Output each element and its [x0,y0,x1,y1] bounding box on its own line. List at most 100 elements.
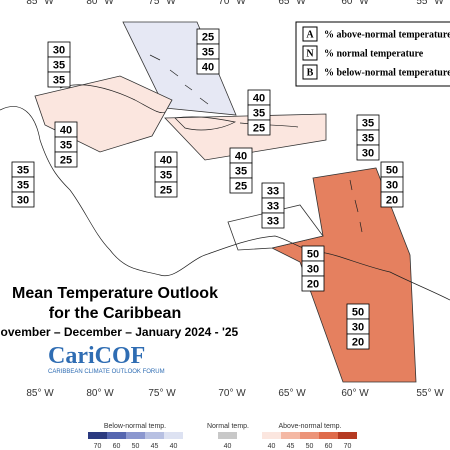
title-period: November – December – January 2024 - '25 [0,325,238,339]
probability-value: 33 [267,201,279,213]
longitude-label: 70° W [218,0,246,7]
key-letter-box [302,45,318,61]
probability-cell [261,212,285,229]
colorbar-tick: 40 [170,443,178,450]
probability-value: 35 [160,170,172,182]
probability-value: 25 [60,155,72,167]
key-letter: N [306,49,314,60]
probability-value: 35 [60,140,72,152]
logo-subtitle: CARIBBEAN CLIMATE OUTLOOK FORUM [48,369,165,375]
colorbar-tick: 45 [151,443,159,450]
probability-cell [54,151,78,168]
probability-value: 30 [17,195,29,207]
probability-value: 25 [160,185,172,197]
longitude-label: 70° W [218,388,246,399]
key: A % above-normal temperature N % normal tem… [295,21,450,87]
colorbar-tick: 40 [268,443,276,450]
colorbar: Below-normal temp. 70 60 50 45 40 Normal temp.… [88,423,357,450]
probability-value: 35 [253,108,265,120]
longitude-label: 55° W [416,388,444,399]
probability-value: 35 [53,75,65,87]
longitude-label: 65° W [278,388,306,399]
probability-value: 35 [362,133,374,145]
probability-value: 40 [253,93,265,105]
key-text: % above-normal temperature [324,30,450,41]
colorbar-swatch [300,432,319,439]
colorbar-tick: 70 [94,443,102,450]
region-hispaniola [164,113,327,161]
probability-cell [301,275,325,292]
colorbar-label: Below-normal temp. [104,423,166,430]
key-letter-box [302,26,318,42]
longitude-label: 65° W [278,0,306,7]
colorbar-label: Normal temp. [207,423,249,430]
probability-value: 30 [386,180,398,192]
colorbar-tick: 50 [306,443,314,450]
probability-value: 20 [386,195,398,207]
probability-value: 35 [17,180,29,192]
colorbar-tick: 70 [344,443,352,450]
key-frame [295,21,450,87]
bottom-longitudes: 85° W 80° W 75° W 70° W 65° W 60° W 55° W [26,388,444,399]
probability-value: 35 [53,60,65,72]
probability-value: 40 [202,62,214,74]
longitude-label: 75° W [148,0,176,7]
probability-cell [247,119,271,136]
probability-value: 33 [267,186,279,198]
probability-value: 20 [307,279,319,291]
title: Mean Temperature Outlook for the Caribbe… [0,285,238,339]
key-letter: B [307,68,314,79]
colorbar-swatch [218,432,237,439]
key-rows: A % above-normal temperature N % normal tem… [302,26,450,80]
longitude-label: 80° W [86,0,114,7]
probability-value: 35 [235,166,247,178]
probability-value: 30 [352,322,364,334]
region-bahamas [122,21,237,116]
longitude-label: 75° W [148,388,176,399]
longitude-label: 85° W [26,0,54,7]
colorbar-tick: 45 [287,443,295,450]
probability-cell [229,177,253,194]
probability-cell [380,191,404,208]
probability-value: 20 [352,337,364,349]
colorbar-tick: 60 [325,443,333,450]
colorbar-tick: 60 [113,443,121,450]
colorbar-swatch [262,432,281,439]
longitude-label: 85° W [26,388,54,399]
probability-value: 25 [202,32,214,44]
probability-cell [47,71,71,88]
longitude-label: 55° W [416,0,444,7]
region-probabilities: 25 35 40 30 35 35 40 35 25 35 35 30 40 35 25 40 35 25 40 35… [11,28,404,350]
probability-value: 30 [362,148,374,160]
colorbar-swatch [126,432,145,439]
probability-cell [154,181,178,198]
colorbar-swatch [145,432,164,439]
key-letter-box [302,64,318,80]
key-text: % below-normal temperature [324,68,450,79]
probability-value: 35 [202,47,214,59]
probability-value: 35 [362,118,374,130]
probability-value: 25 [235,181,247,193]
longitude-label: 60° W [341,388,369,399]
colorbar-swatch [164,432,183,439]
probability-cell [356,144,380,161]
longitude-label: 80° W [86,388,114,399]
probability-value: 50 [307,249,319,261]
probability-cell [11,191,35,208]
probability-value: 30 [53,45,65,57]
longitude-label: 60° W [341,0,369,7]
probability-value: 30 [307,264,319,276]
colorbar-swatch [338,432,357,439]
probability-value: 40 [235,151,247,163]
colorbar-swatch [281,432,300,439]
key-letter: A [306,30,314,41]
colorbar-swatch [319,432,338,439]
colorbar-label: Above-normal temp. [278,423,341,430]
probability-value: 50 [386,165,398,177]
probability-cell [196,58,220,75]
colorbar-swatch [107,432,126,439]
title-line: for the Caribbean [49,305,181,322]
probability-value: 35 [17,165,29,177]
probability-value: 50 [352,307,364,319]
